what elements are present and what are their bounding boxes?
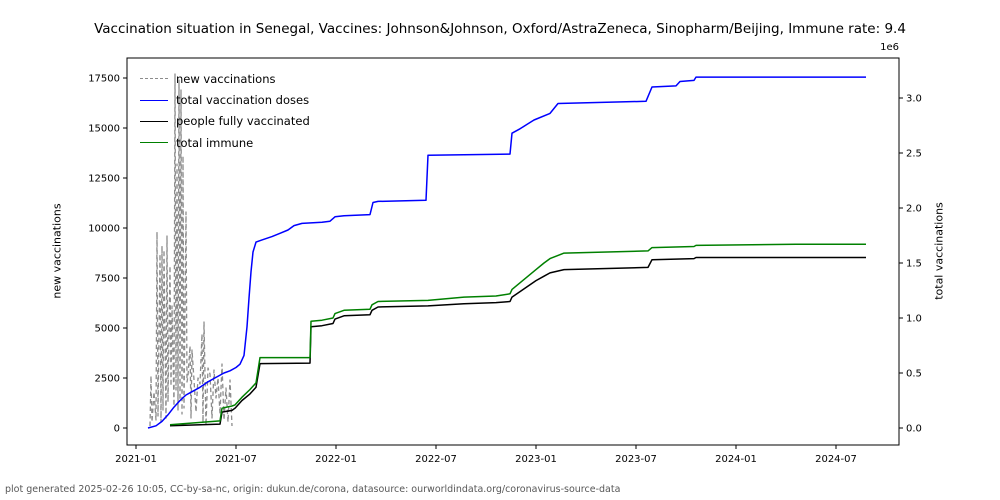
legend-item-new-vaccinations: new vaccinations — [140, 68, 310, 89]
left-y-tick-label: 10000 — [88, 224, 120, 235]
left-y-tick-label: 15000 — [88, 124, 120, 135]
legend-line-sample-black — [140, 120, 168, 122]
x-tick-label: 2024-01 — [715, 454, 757, 465]
legend-item-total-doses: total vaccination doses — [140, 89, 310, 110]
legend-line-sample-dashed-gray — [140, 78, 168, 80]
legend-label: total vaccination doses — [176, 93, 310, 108]
left-y-tick-label: 5000 — [95, 324, 120, 335]
left-y-tick-label: 12500 — [88, 174, 120, 185]
right-y-tick-label: 2.0 — [906, 204, 922, 215]
left-y-tick-label: 0 — [114, 424, 120, 435]
left-y-tick-label: 2500 — [95, 374, 120, 385]
series-line-total-vaccination-doses — [147, 76, 866, 429]
series-line-total-immune — [169, 243, 866, 426]
x-tick-label: 2023-07 — [615, 454, 657, 465]
left-y-axis-label: new vaccinations — [50, 203, 64, 299]
legend-item-fully-vaccinated: people fully vaccinated — [140, 111, 310, 132]
right-axis-multiplier: 1e6 — [880, 42, 899, 53]
legend-label: total immune — [176, 135, 254, 150]
right-y-axis-label: total vaccinations — [932, 202, 946, 300]
x-tick-label: 2021-01 — [115, 454, 157, 465]
left-y-tick-label: 17500 — [88, 74, 120, 85]
x-tick-label: 2021-07 — [215, 454, 257, 465]
x-tick-label: 2022-01 — [315, 454, 357, 465]
right-y-tick-label: 0.0 — [906, 424, 922, 435]
legend-line-sample-green — [140, 142, 168, 144]
right-y-tick-label: 2.5 — [906, 149, 922, 160]
series-line-people-fully-vaccinated — [169, 256, 866, 427]
legend-line-sample-blue — [140, 99, 168, 101]
left-y-tick-label: 7500 — [95, 274, 120, 285]
chart-title: Vaccination situation in Senegal, Vaccin… — [94, 21, 906, 37]
right-y-tick-label: 1.5 — [906, 259, 922, 270]
right-y-tick-label: 1.0 — [906, 314, 922, 325]
plot-frame — [126, 57, 900, 446]
footer-credit: plot generated 2025-02-26 10:05, CC-by-s… — [5, 484, 621, 495]
legend-label: new vaccinations — [176, 71, 276, 86]
legend: new vaccinations total vaccination doses… — [140, 68, 310, 154]
x-tick-label: 2023-01 — [515, 454, 557, 465]
right-y-tick-label: 3.0 — [906, 94, 922, 105]
legend-item-total-immune: total immune — [140, 132, 310, 153]
x-tick-label: 2024-07 — [815, 454, 857, 465]
right-y-tick-label: 0.5 — [906, 369, 922, 380]
legend-label: people fully vaccinated — [176, 114, 310, 129]
x-tick-label: 2022-07 — [415, 454, 457, 465]
